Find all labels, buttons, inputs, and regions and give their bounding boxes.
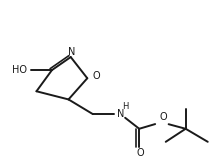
Text: H: H [122,102,128,111]
Text: HO: HO [12,65,27,75]
Text: N: N [117,109,124,119]
Text: O: O [159,112,167,122]
Text: O: O [137,148,144,158]
Text: O: O [93,71,100,81]
Text: N: N [68,47,76,57]
